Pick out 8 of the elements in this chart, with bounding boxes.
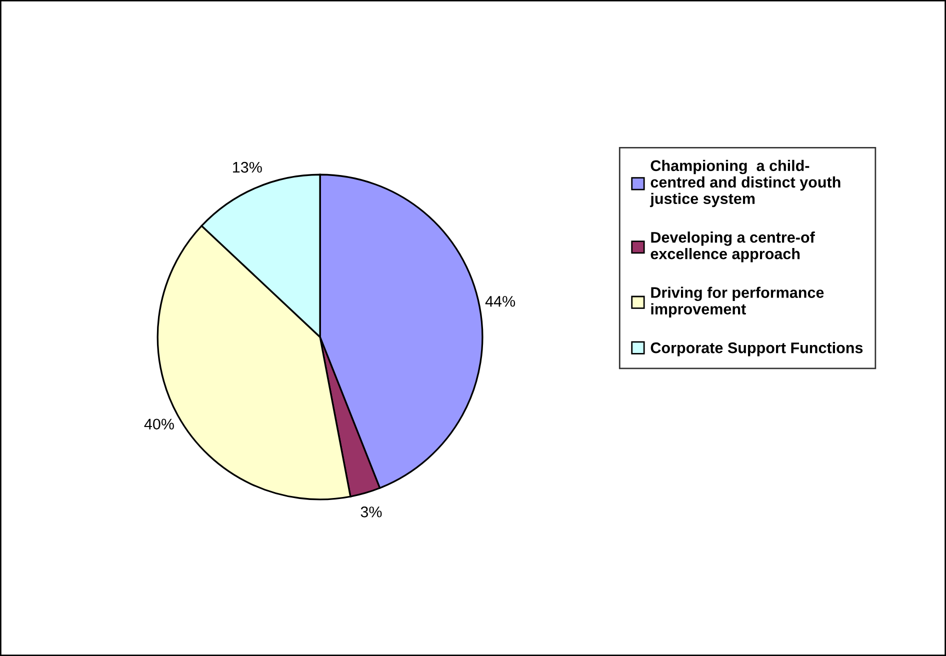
legend-label: Corporate Support Functions [650,342,863,356]
data-label: 3% [360,506,382,518]
legend-label: Driving for performance improvement [651,286,824,318]
data-label: 13% [233,162,262,173]
legend-label: Developing a centre-of excellence approach [650,232,815,262]
data-label: 44% [485,296,516,307]
legend-label: Championing a child- centred and distinct youth justice system [650,160,840,208]
data-label: 40% [144,418,174,430]
